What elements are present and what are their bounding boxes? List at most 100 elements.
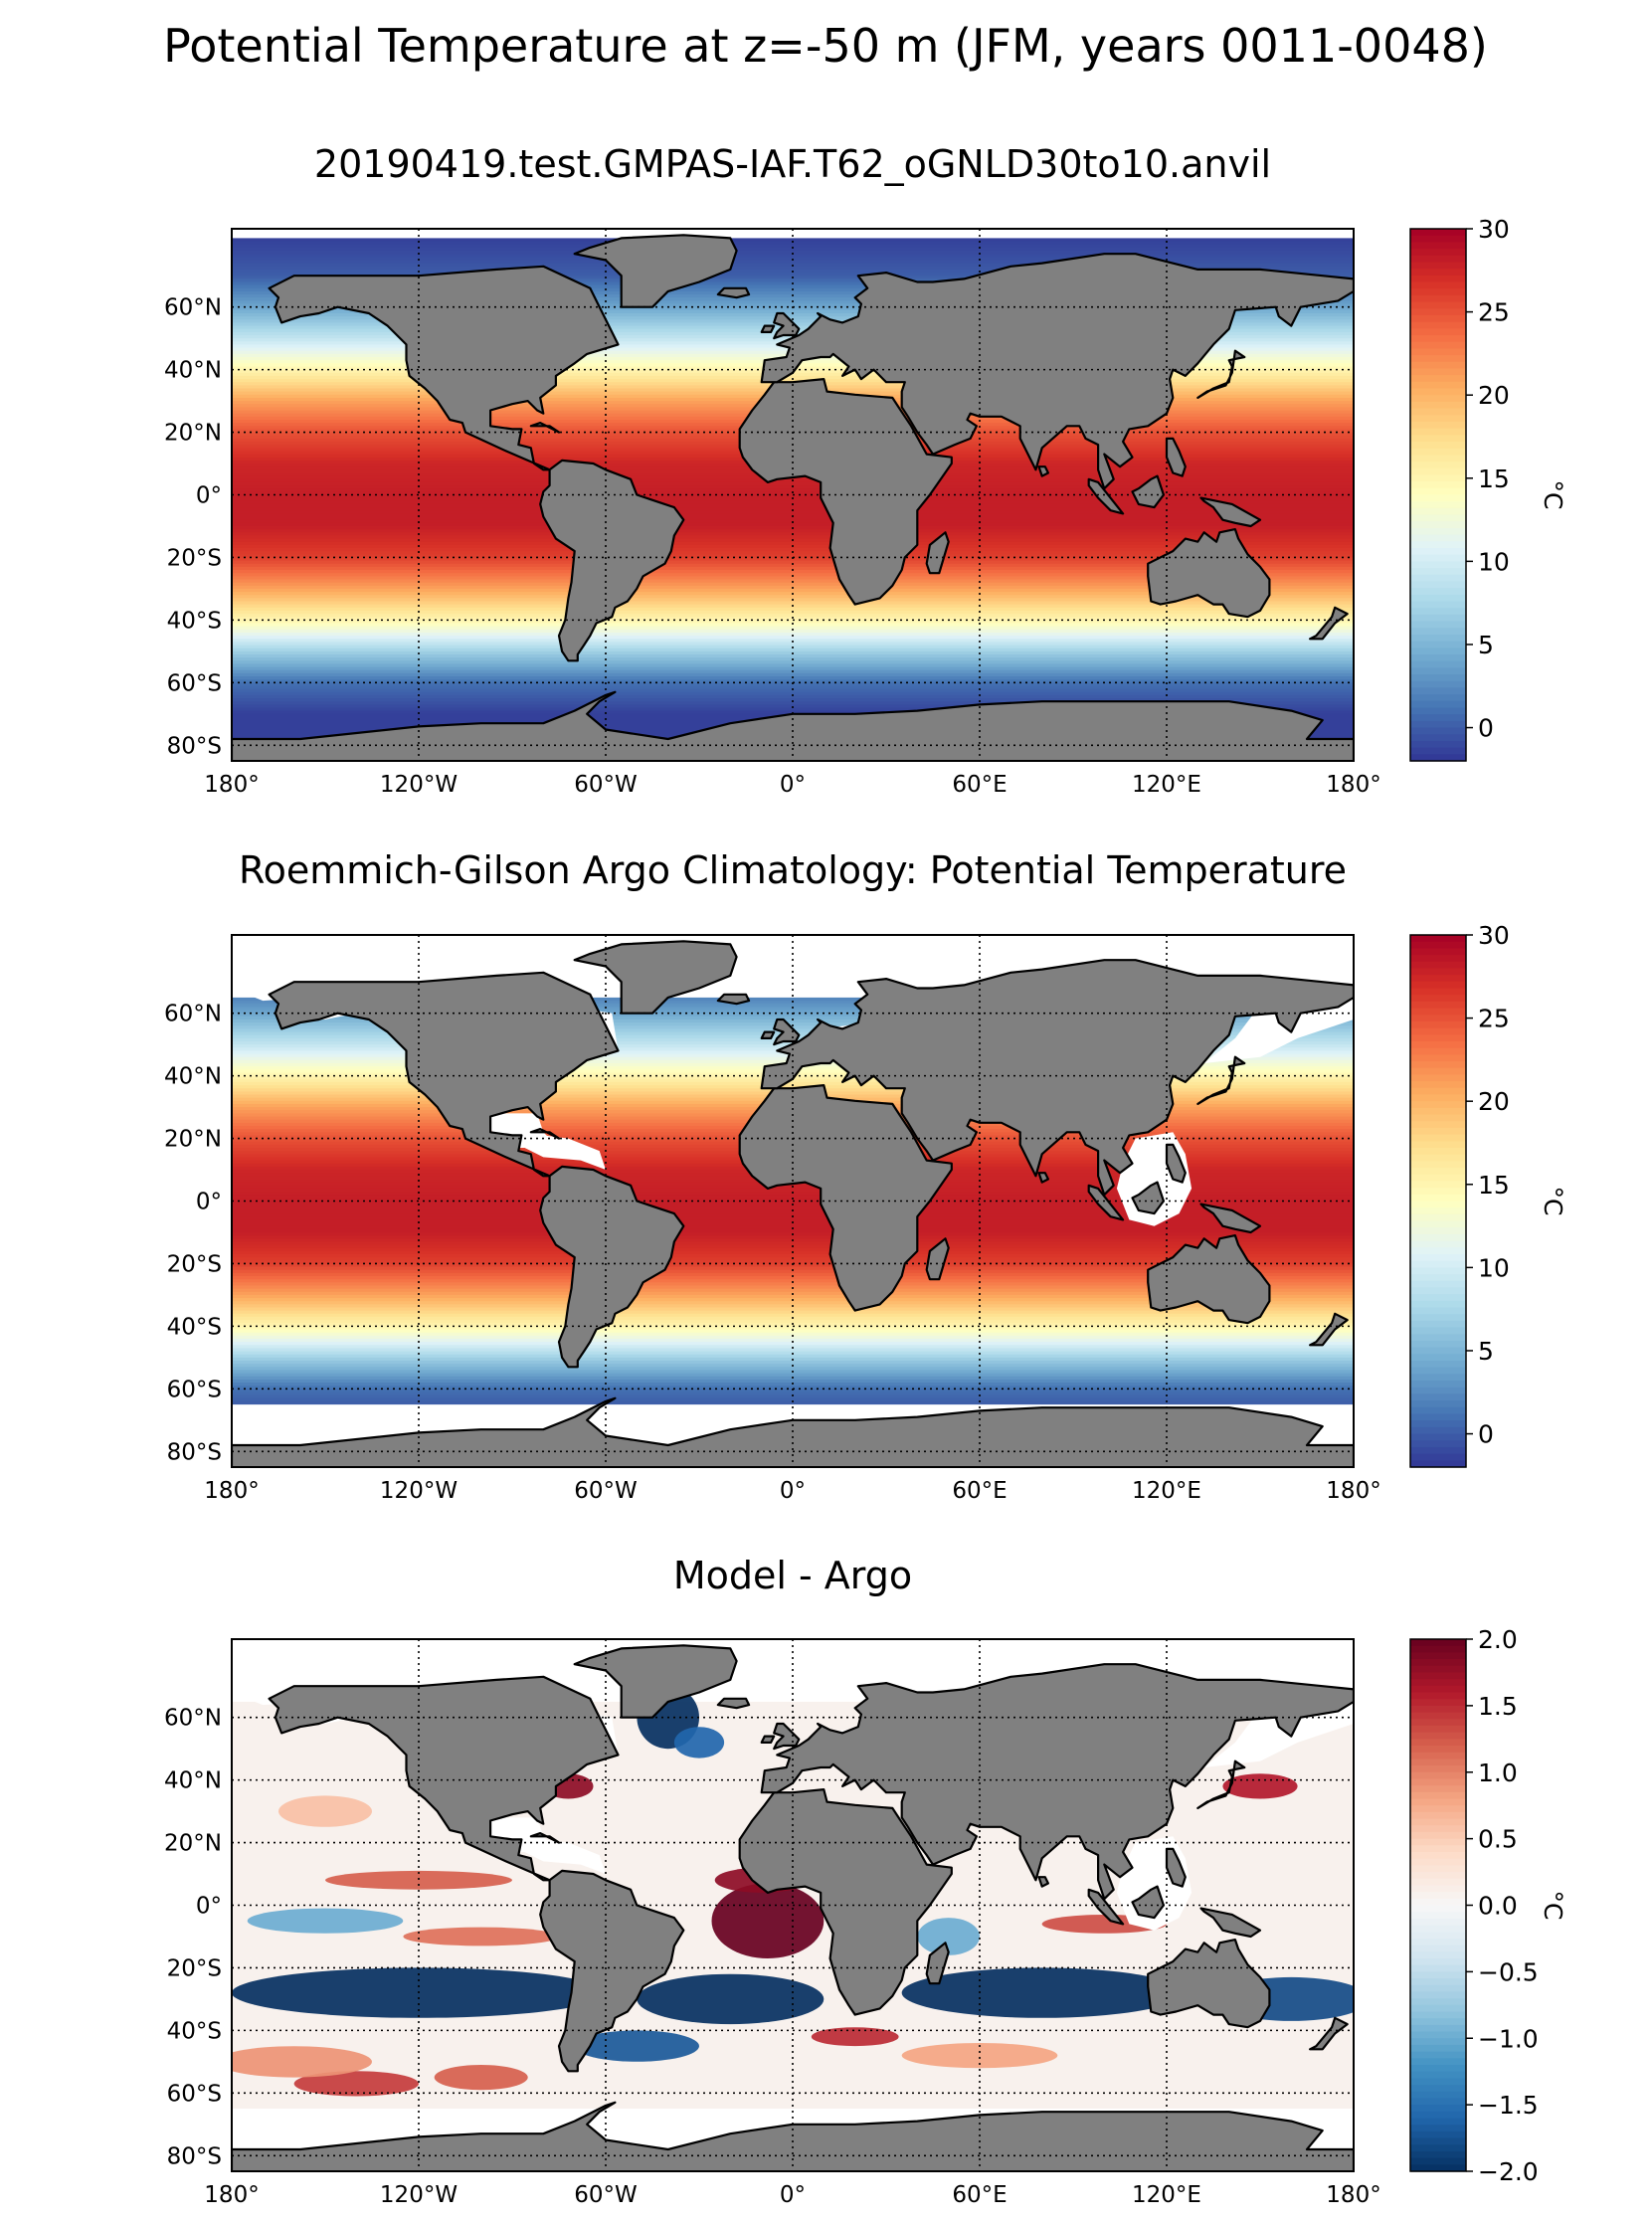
land-mass (1308, 1312, 1349, 1347)
colorbar-segment (1410, 2105, 1466, 2113)
x-tick-label: 60°W (574, 2182, 638, 2208)
temperature-band (232, 503, 1354, 508)
temperature-band (232, 570, 1354, 574)
land-mass (1165, 1143, 1187, 1184)
temperature-band (232, 694, 1354, 699)
temperature-band (232, 1335, 1354, 1340)
colorbar-segment (1410, 1971, 1466, 1979)
colorbar-segment (1410, 1460, 1466, 1468)
temperature-band (232, 691, 1354, 696)
colorbar-segment (1410, 2065, 1466, 2073)
colorbar-unit-label: °C (1539, 480, 1567, 510)
y-tick-label: 20°S (167, 1955, 222, 1981)
colorbar-segment (1410, 1818, 1466, 1826)
colorbar-segment (1410, 1034, 1466, 1042)
x-tick-label: 120°E (1132, 772, 1201, 798)
temperature-band (232, 1078, 1354, 1083)
colorbar-segment (1410, 1274, 1466, 1282)
temperature-band (232, 303, 1354, 308)
land-mass (925, 1237, 950, 1281)
temperature-band (232, 266, 1354, 271)
temperature-band (232, 1201, 1354, 1205)
colorbar-segment (1410, 2071, 1466, 2079)
colorbar-segment (1410, 561, 1466, 569)
x-tick-label: 180° (1326, 2182, 1380, 2208)
colorbar-segment (1410, 2078, 1466, 2086)
temperature-band (232, 701, 1354, 705)
colorbar-segment (1410, 1440, 1466, 1448)
colorbar-segment (1410, 521, 1466, 529)
figure-title: Potential Temperature at z=-50 m (JFM, y… (163, 19, 1488, 73)
land-mass (1037, 465, 1050, 477)
colorbar-segment (1410, 1732, 1466, 1740)
colorbar-segment (1410, 2130, 1466, 2139)
bias-anomaly (673, 1727, 725, 1759)
land-mass (760, 1030, 776, 1040)
colorbar-segment (1410, 408, 1466, 416)
land-mass (1196, 349, 1246, 399)
bias-anomaly (811, 2027, 899, 2047)
temperature-band (232, 1294, 1354, 1299)
temperature-band (232, 1272, 1354, 1277)
colorbar-segment (1410, 1227, 1466, 1235)
temperature-band (232, 997, 1354, 1002)
colorbar-segment (1410, 1406, 1466, 1415)
temperature-band (232, 1288, 1354, 1293)
land-mass (573, 940, 738, 1015)
colorbar-segment (1410, 574, 1466, 583)
colorbar-segment (1410, 1101, 1466, 1109)
y-tick-label: 0° (196, 1894, 222, 1920)
land-mass (760, 1735, 776, 1745)
y-tick-label: 80°S (167, 1439, 222, 1465)
colorbar-tick-label: 0.0 (1478, 1892, 1518, 1921)
colorbar-segment (1410, 1831, 1466, 1840)
colorbar-segment (1410, 1998, 1466, 2006)
bias-anomaly (917, 1918, 980, 1955)
colorbar-segment (1410, 1665, 1466, 1674)
land-mass (529, 1831, 561, 1844)
colorbar-segment (1410, 1918, 1466, 1927)
temperature-band (232, 1367, 1354, 1372)
temperature-band (232, 660, 1354, 665)
colorbar-segment (1410, 1645, 1466, 1653)
land-mass (1147, 1938, 1271, 2029)
colorbar-segment (1410, 255, 1466, 264)
colorbar-tick-label: 1.0 (1478, 1759, 1518, 1787)
y-tick-label: 20°N (164, 1127, 222, 1153)
colorbar-tick-label: 15 (1478, 1171, 1510, 1200)
colorbar-segment (1410, 1771, 1466, 1780)
colorbar-segment (1410, 1213, 1466, 1222)
colorbar-segment (1410, 674, 1466, 682)
colorbar-segment (1410, 1381, 1466, 1389)
colorbar-segment (1410, 714, 1466, 722)
colorbar-segment (1410, 941, 1466, 949)
colorbar-segment (1410, 1127, 1466, 1136)
temperature-band (232, 1085, 1354, 1089)
x-tick-label: 120°E (1132, 1478, 1201, 1504)
land-mass (738, 1787, 953, 2016)
land-mass (1131, 1885, 1166, 1920)
colorbar-segment (1410, 301, 1466, 309)
panel-title-model: 20190419.test.GMPAS-IAF.T62_oGNLD30to10.… (314, 142, 1271, 186)
temperature-band (232, 306, 1354, 311)
colorbar-segment (1410, 1752, 1466, 1760)
temperature-band (232, 1323, 1354, 1327)
no-data-region (886, 1667, 1042, 1687)
colorbar-segment (1410, 740, 1466, 749)
colorbar-unit-label: °C (1539, 1891, 1567, 1921)
y-tick-label: 40°N (164, 358, 222, 384)
land-mass (1037, 1876, 1050, 1888)
colorbar-segment (1410, 1233, 1466, 1242)
colorbar-segment (1410, 1825, 1466, 1833)
y-tick-label: 40°N (164, 1064, 222, 1090)
colorbar-segment (1410, 262, 1466, 270)
temperature-band (232, 491, 1354, 496)
colorbar-segment (1410, 294, 1466, 303)
temperature-band (232, 1209, 1354, 1214)
land-mass (268, 971, 620, 1178)
colorbar-segment (1410, 1759, 1466, 1766)
temperature-band (232, 1342, 1354, 1346)
temperature-band (232, 1254, 1354, 1258)
temperature-band (232, 254, 1354, 258)
temperature-band (232, 535, 1354, 540)
